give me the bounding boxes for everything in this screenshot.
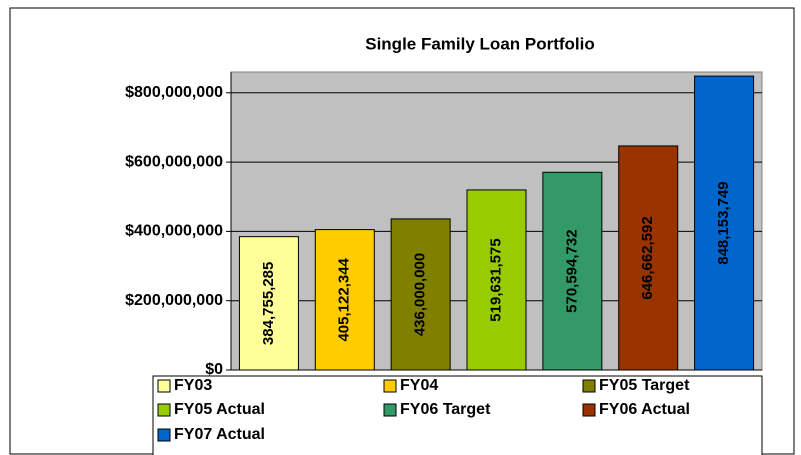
legend-swatch — [383, 379, 397, 393]
data-label: 646,662,592 — [639, 216, 656, 299]
legend-swatch — [582, 379, 596, 393]
data-label: 519,631,575 — [487, 238, 504, 321]
legend: FY03 FY04 FY05 Target FY05 Actual FY06 Targe… — [152, 375, 763, 455]
legend-label: FY06 Target — [400, 401, 491, 418]
legend-swatch — [582, 403, 596, 417]
legend-label: FY05 Actual — [174, 401, 265, 418]
legend-label: FY05 Target — [599, 377, 690, 394]
plot-area: $0 $200,000,000 $400,000,000 $600,000,000 $8… — [125, 71, 763, 378]
y-tick-label: $0 — [205, 361, 223, 378]
legend-label: FY07 Actual — [174, 426, 265, 443]
y-tick-label: $800,000,000 — [125, 84, 223, 101]
legend-swatch — [157, 428, 171, 442]
y-tick-label: $600,000,000 — [125, 153, 223, 170]
legend-swatch — [383, 403, 397, 417]
bar — [542, 171, 603, 371]
bar — [314, 229, 375, 371]
y-tick-label: $200,000,000 — [125, 292, 223, 309]
bar — [238, 236, 299, 371]
legend-label: FY03 — [174, 377, 212, 394]
legend-swatch — [157, 379, 171, 393]
bar — [466, 189, 527, 371]
bar — [694, 75, 755, 371]
data-label: 848,153,749 — [715, 181, 732, 264]
bar — [618, 145, 679, 371]
data-label: 436,000,000 — [412, 253, 429, 336]
bar — [390, 218, 451, 371]
data-label: 384,755,285 — [260, 262, 277, 345]
legend-box — [152, 375, 763, 455]
chart-title: Single Family Loan Portfolio — [365, 34, 595, 53]
y-tick-label: $400,000,000 — [125, 223, 223, 240]
legend-label: FY04 — [400, 377, 438, 394]
data-label: 405,122,344 — [336, 257, 353, 341]
legend-label: FY06 Actual — [599, 401, 690, 418]
data-label: 570,594,732 — [563, 229, 580, 312]
legend-swatch — [157, 403, 171, 417]
